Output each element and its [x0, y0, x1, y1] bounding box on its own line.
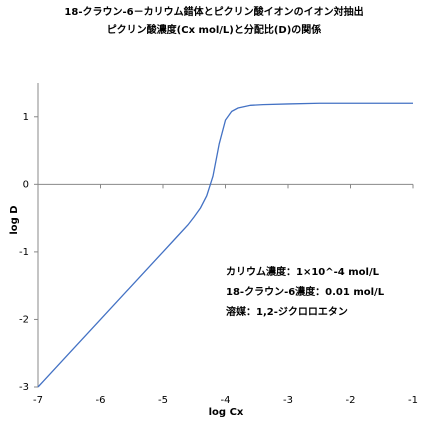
x-tick-label: -7: [33, 395, 43, 406]
annotation: 18-クラウン-6濃度：0.01 mol/L: [226, 285, 385, 298]
y-axis-title: log D: [9, 205, 20, 234]
y-tick-label: -3: [19, 382, 29, 393]
x-tick-label: -2: [346, 395, 356, 406]
x-tick-label: -4: [221, 395, 231, 406]
data-line: [37, 102, 413, 388]
y-tick-label: -2: [19, 314, 29, 325]
annotation: 溶媒：1,2-ジクロロエタン: [226, 305, 348, 318]
y-tick-label: 0: [23, 179, 29, 190]
x-tick-label: -3: [283, 395, 293, 406]
x-tick-label: -5: [158, 395, 168, 406]
chart-subtitle: ピクリン酸濃度(Cx mol/L)と分配比(D)の関係: [107, 23, 322, 36]
y-tick-label: 1: [23, 112, 29, 123]
chart-title: 18-クラウン-6－カリウム錯体とピクリン酸イオンのイオン対抽出: [64, 5, 363, 18]
y-tick-label: -1: [19, 247, 29, 258]
x-tick-label: -1: [408, 395, 418, 406]
x-axis-title: log Cx: [209, 407, 244, 418]
annotation: カリウム濃度：1×10^-4 mol/L: [226, 265, 380, 278]
x-tick-label: -6: [96, 395, 106, 406]
